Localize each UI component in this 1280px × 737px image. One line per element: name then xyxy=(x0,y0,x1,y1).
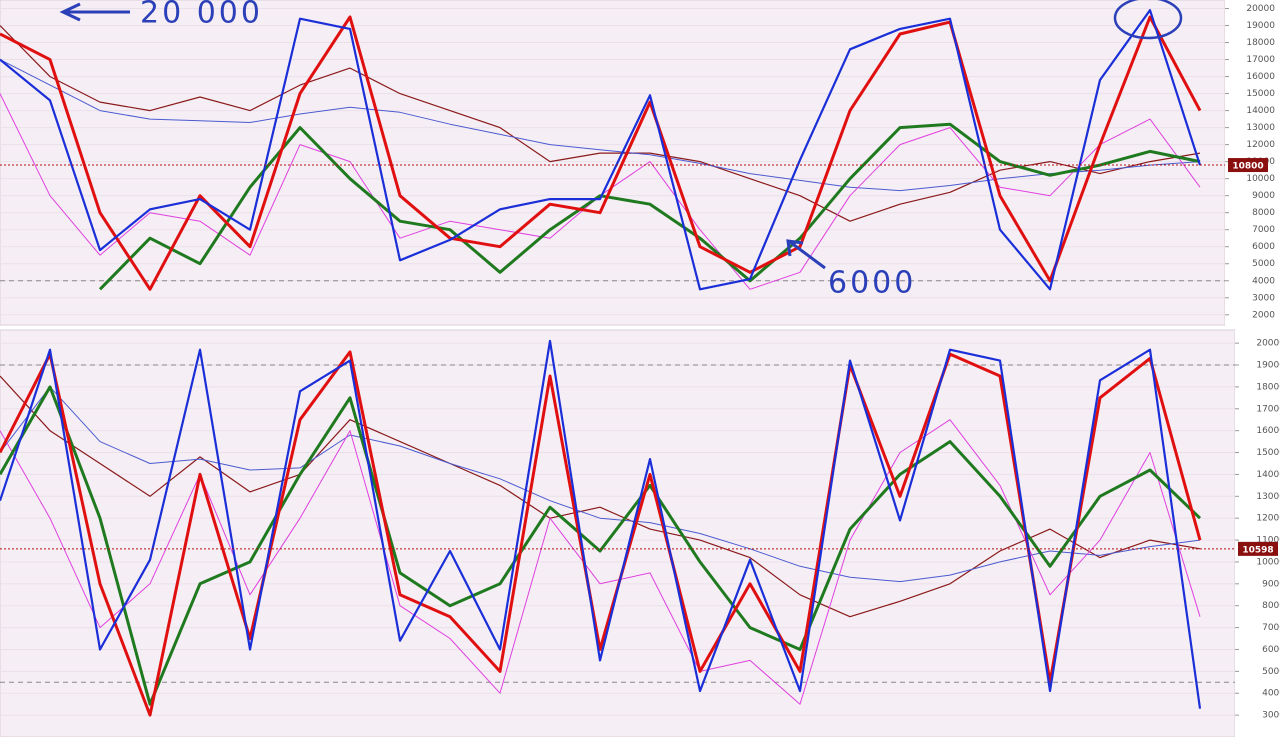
y-tick-label: 18000 xyxy=(1246,38,1275,48)
y-tick-label: 20000 xyxy=(1256,339,1280,349)
y-tick-label: 19000 xyxy=(1256,361,1280,371)
y-tick-label: 6000 xyxy=(1262,645,1280,655)
y-tick-label: 7000 xyxy=(1262,623,1280,633)
annotation-circle xyxy=(1113,0,1183,40)
series-line xyxy=(0,339,1202,709)
y-tick-label: 6000 xyxy=(1252,242,1275,252)
price-box xyxy=(1228,158,1268,173)
y-tick-label: 13000 xyxy=(1246,123,1275,133)
annotation: 6000 xyxy=(828,266,916,301)
axis-area xyxy=(1235,330,1280,737)
y-tick-label: 4000 xyxy=(1262,689,1280,699)
y-tick-label: 10000 xyxy=(1256,557,1280,567)
y-tick-label: 3000 xyxy=(1262,711,1280,721)
price-label: 10598 xyxy=(1242,545,1273,555)
annotation-arrow xyxy=(786,239,826,270)
y-tick-label: 20000 xyxy=(1246,4,1275,14)
y-tick-label: 12000 xyxy=(1256,514,1280,524)
y-tick-label: 3000 xyxy=(1252,293,1275,303)
series-line xyxy=(0,386,1201,583)
y-tick-label: 14000 xyxy=(1256,470,1280,480)
plot-area xyxy=(0,329,1236,737)
y-tick-label: 8000 xyxy=(1252,208,1275,218)
y-tick-label: 15000 xyxy=(1246,89,1275,99)
annotation-arrow xyxy=(59,2,130,22)
y-tick-label: 5000 xyxy=(1252,259,1275,269)
y-tick-label: 5000 xyxy=(1262,667,1280,677)
series-line xyxy=(0,15,1202,291)
series-line xyxy=(0,385,1202,706)
annotation: 20 000 xyxy=(140,0,263,31)
y-tick-label: 19000 xyxy=(1246,21,1275,31)
y-tick-label: 13000 xyxy=(1256,492,1280,502)
y-tick-label: 15000 xyxy=(1256,448,1280,458)
y-tick-label: 14000 xyxy=(1246,106,1275,116)
y-tick-label: 11000 xyxy=(1256,536,1280,546)
y-tick-label: 2000 xyxy=(1252,310,1275,320)
y-tick-label: 7000 xyxy=(1252,225,1275,235)
series-line xyxy=(0,9,1202,291)
y-tick-label: 9000 xyxy=(1262,579,1280,589)
price-label: 10800 xyxy=(1232,162,1263,172)
series-line xyxy=(0,375,1201,618)
price-box xyxy=(1238,541,1278,556)
y-tick-label: 10000 xyxy=(1246,174,1275,184)
y-tick-label: 12000 xyxy=(1246,140,1275,150)
y-tick-label: 16000 xyxy=(1246,72,1275,82)
series-line xyxy=(0,25,1201,222)
y-tick-label: 8000 xyxy=(1262,601,1280,611)
y-tick-label: 17000 xyxy=(1256,404,1280,414)
y-tick-label: 16000 xyxy=(1256,426,1280,436)
y-tick-label: 4000 xyxy=(1252,276,1275,286)
series-line xyxy=(0,350,1202,717)
y-tick-label: 9000 xyxy=(1252,191,1275,201)
y-tick-label: 17000 xyxy=(1246,55,1275,65)
plot-area xyxy=(0,0,1226,326)
y-tick-label: 18000 xyxy=(1256,382,1280,392)
series-line xyxy=(0,59,1201,192)
